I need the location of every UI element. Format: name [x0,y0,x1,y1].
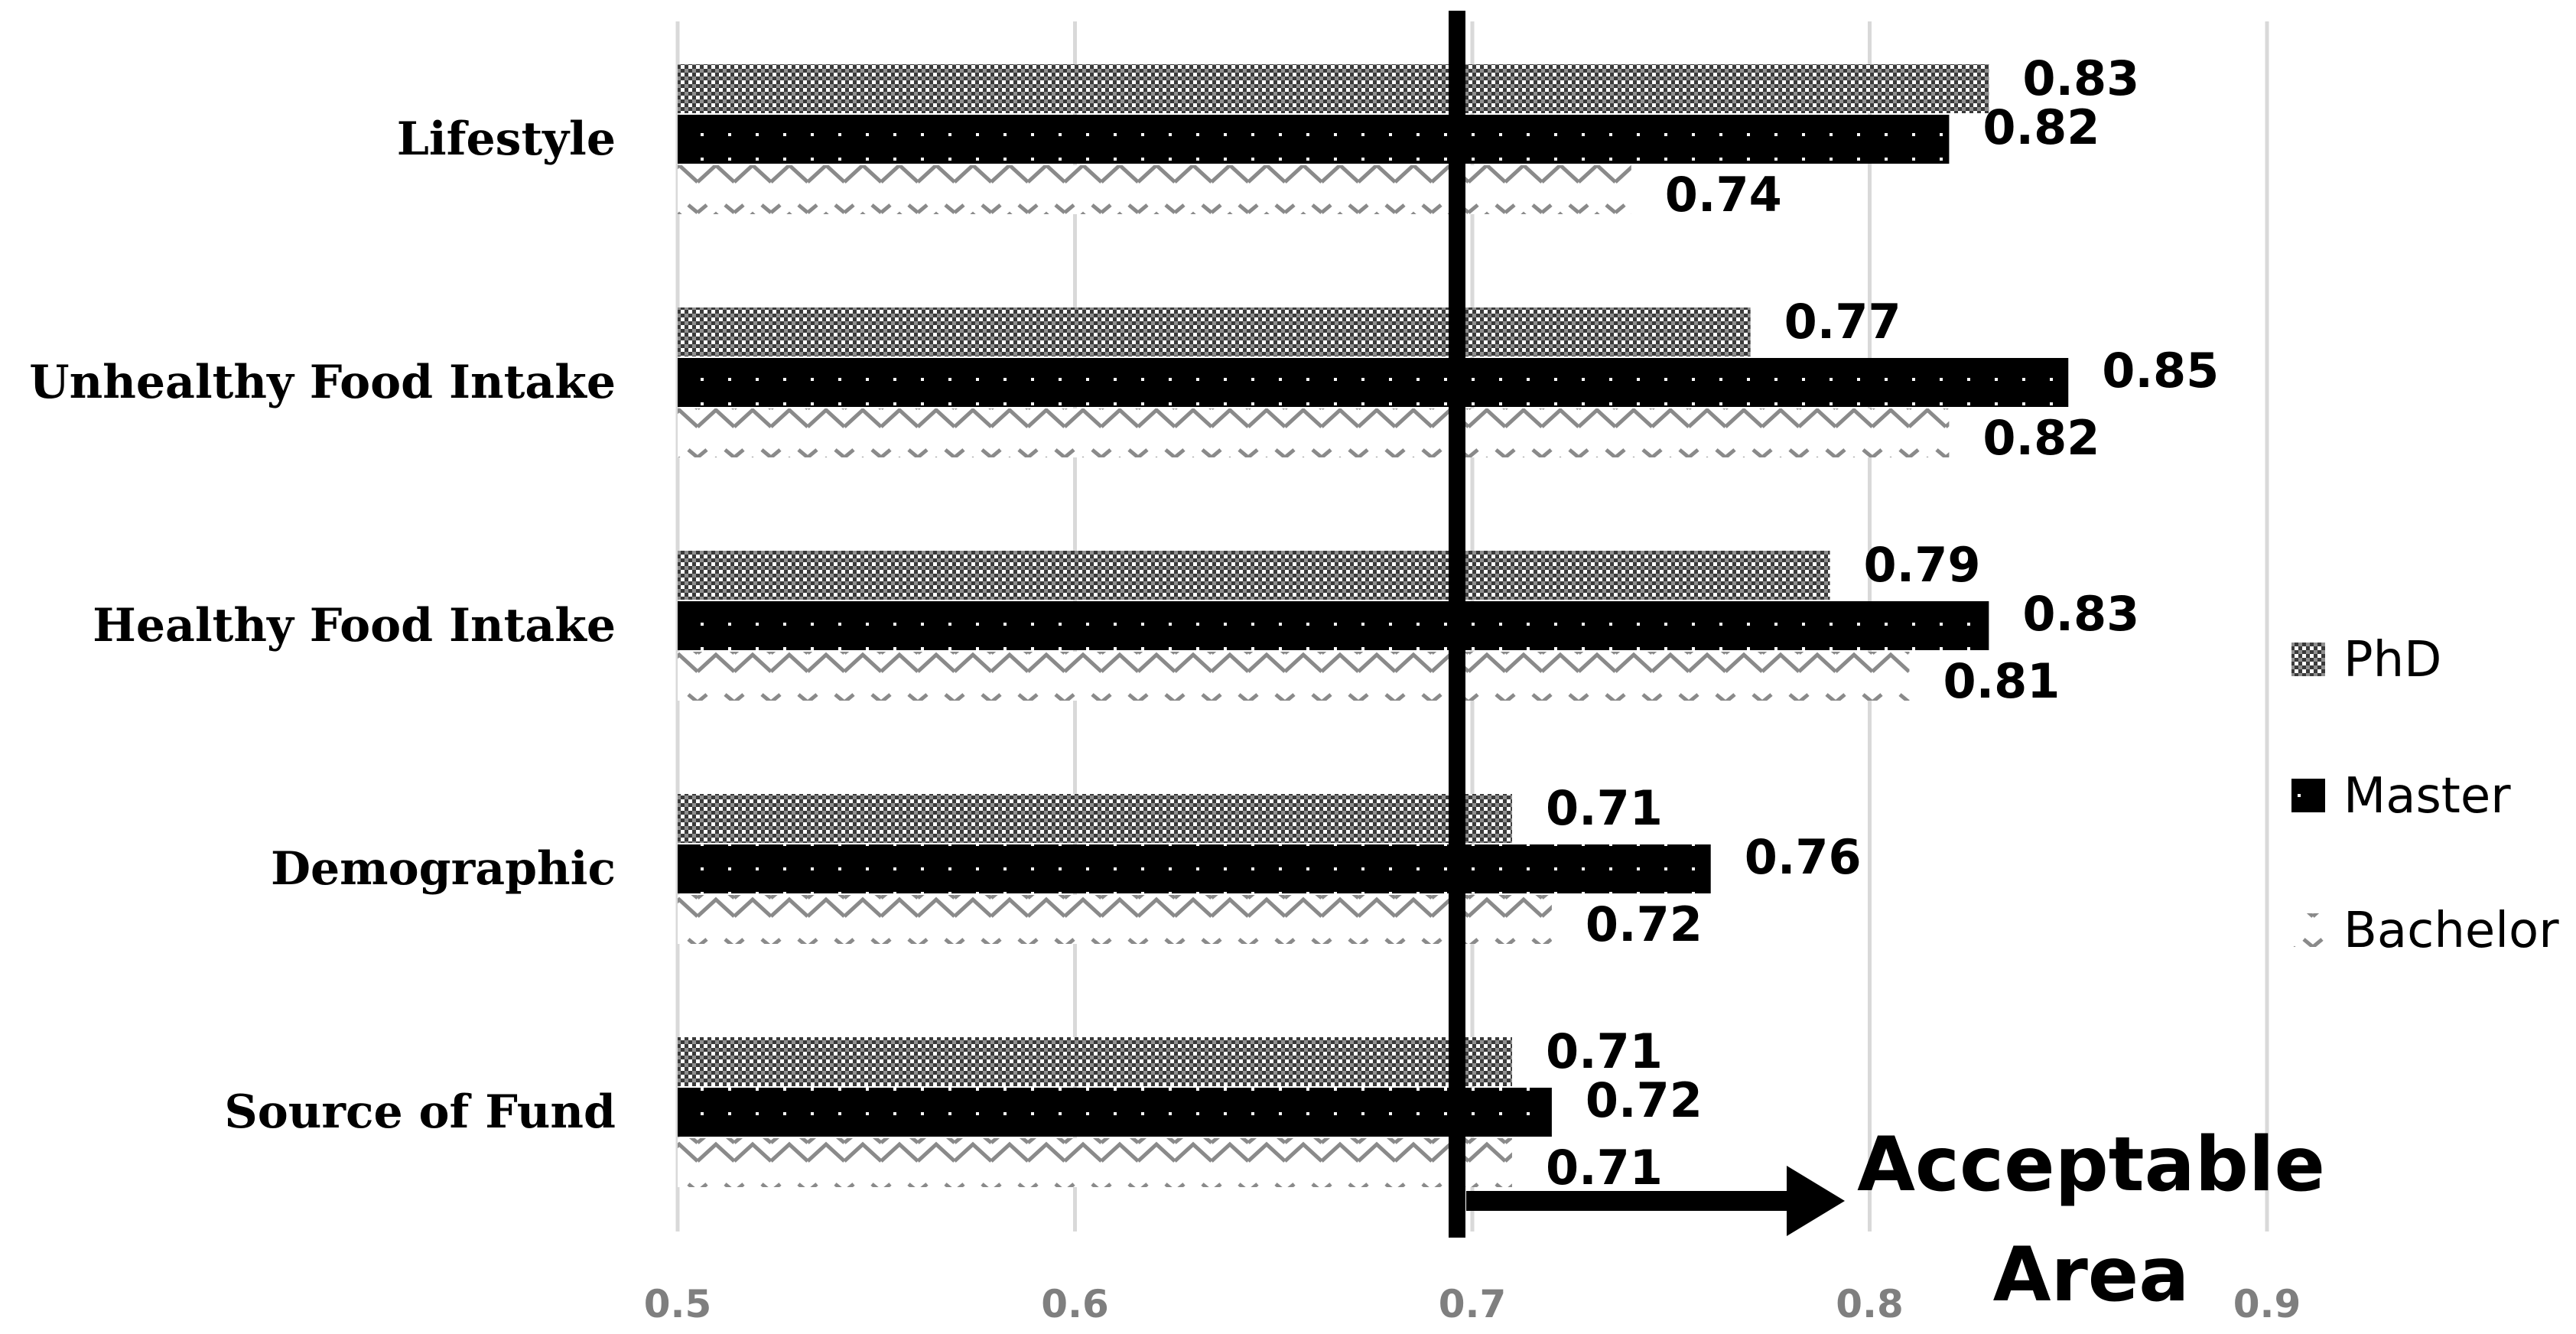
bar-master-3 [678,844,1711,893]
value-label-master-2: 0.83 [2022,586,2139,642]
bar-phd-3 [678,794,1512,843]
value-label-phd-3: 0.71 [1546,780,1663,836]
category-label-0: Lifestyle [397,112,616,166]
value-label-master-4: 0.72 [1586,1072,1703,1128]
category-label-3: Demographic [271,842,616,896]
bar-bachelor-2 [678,652,1910,701]
value-label-bachelor-4: 0.71 [1546,1140,1663,1196]
bar-master-1 [678,358,2069,407]
value-label-phd-1: 0.77 [1784,294,1901,350]
value-label-master-1: 0.85 [2102,343,2219,399]
category-label-2: Healthy Food Intake [93,599,616,652]
bar-bachelor-4 [678,1138,1512,1187]
bar-bachelor-0 [678,165,1631,214]
x-tick-label-1: 0.6 [1041,1282,1109,1326]
bar-phd-4 [678,1037,1512,1086]
value-label-bachelor-1: 0.82 [1982,410,2100,466]
bar-phd-0 [678,64,1989,113]
category-label-4: Source of Fund [224,1085,616,1139]
bar-bachelor-1 [678,408,1950,457]
value-label-master-0: 0.82 [1982,99,2100,155]
value-label-bachelor-2: 0.81 [1943,653,2060,709]
bar-master-2 [678,601,1989,650]
legend-swatch-master [2291,779,2325,812]
bar-master-0 [678,115,1950,164]
category-label-1: Unhealthy Food Intake [29,356,616,409]
x-tick-label-4: 0.9 [2233,1282,2301,1326]
annotation-acceptable: Acceptable [1857,1121,2325,1209]
legend: PhD Master Bachelor [2291,632,2559,959]
x-tick-label-3: 0.8 [1836,1282,1904,1326]
bars [678,64,2069,1187]
bar-bachelor-3 [678,895,1552,944]
legend-label-bachelor: Bachelor [2343,903,2559,959]
value-label-phd-2: 0.79 [1864,537,1981,593]
bar-phd-1 [678,307,1751,356]
x-tick-label-2: 0.7 [1439,1282,1507,1326]
value-label-bachelor-0: 0.74 [1665,167,1782,223]
value-label-phd-4: 0.71 [1546,1023,1663,1079]
legend-swatch-phd [2291,643,2325,676]
value-label-master-3: 0.76 [1745,829,1862,885]
arrow-head-icon [1787,1166,1845,1236]
legend-swatch-bachelor [2291,913,2325,947]
x-tick-label-0: 0.5 [644,1282,712,1326]
annotation-area: Area [1993,1232,2190,1319]
value-label-phd-0: 0.83 [2022,50,2139,106]
legend-label-master: Master [2343,768,2511,825]
bar-phd-2 [678,551,1830,600]
legend-label-phd: PhD [2343,632,2441,688]
value-label-bachelor-3: 0.72 [1586,896,1703,952]
threshold-annotation: Acceptable Area [1449,11,2325,1319]
bar-master-4 [678,1088,1552,1137]
